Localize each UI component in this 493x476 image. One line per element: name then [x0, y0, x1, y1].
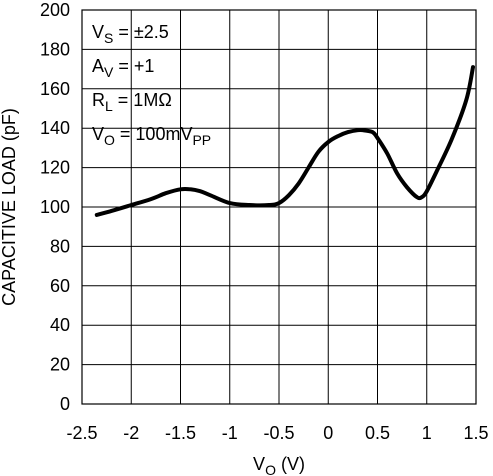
x-tick-label: -1.5	[165, 423, 196, 443]
x-tick-label: -2.5	[66, 423, 97, 443]
y-tick-label: 80	[50, 236, 70, 256]
y-tick-labels: 0 20 40 60 80 100 120 140 160 180 200	[40, 0, 70, 414]
y-tick-label: 20	[50, 355, 70, 375]
annotation-box: VS = ±2.5 AV = +1 RL = 1MΩ VO = 100mVPP	[92, 22, 211, 148]
annotation-line: AV = +1	[92, 56, 154, 80]
annotation-line: VS = ±2.5	[92, 22, 169, 46]
y-tick-label: 60	[50, 276, 70, 296]
x-tick-label: -2	[123, 423, 139, 443]
y-tick-label: 200	[40, 0, 70, 20]
annotation-line: VO = 100mVPP	[92, 124, 211, 148]
grid	[81, 9, 477, 405]
x-tick-label: 1.5	[463, 423, 488, 443]
y-tick-label: 0	[60, 394, 70, 414]
x-tick-label: -1	[222, 423, 238, 443]
annotation-line: RL = 1MΩ	[92, 90, 172, 114]
x-axis-title: VO (V)	[253, 454, 305, 476]
x-tick-label: 0	[323, 423, 333, 443]
y-tick-label: 160	[40, 79, 70, 99]
y-axis-title: CAPACITIVE LOAD (pF)	[0, 108, 19, 306]
y-tick-label: 40	[50, 315, 70, 335]
x-tick-labels: -2.5 -2 -1.5 -1 -0.5 0 0.5 1 1.5	[66, 423, 488, 443]
x-tick-label: 0.5	[365, 423, 390, 443]
x-tick-label: -0.5	[263, 423, 294, 443]
y-tick-label: 140	[40, 118, 70, 138]
series-layer	[94, 65, 475, 217]
y-tick-label: 100	[40, 197, 70, 217]
y-tick-label: 180	[40, 39, 70, 59]
x-tick-label: 1	[422, 423, 432, 443]
series-line	[94, 65, 475, 217]
y-tick-label: 120	[40, 158, 70, 178]
plot-frame	[81, 9, 477, 405]
